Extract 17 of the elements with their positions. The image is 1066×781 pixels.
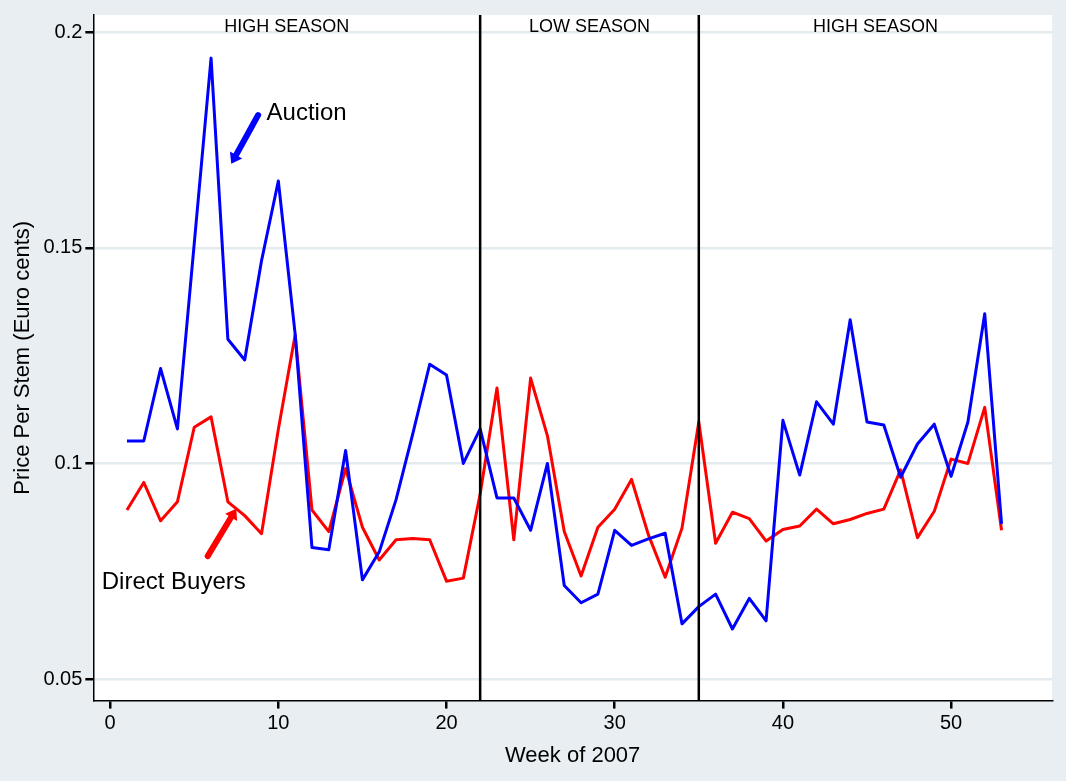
x-tick-label: 0 xyxy=(104,711,116,734)
y-tick-label: 0.1 xyxy=(54,450,83,473)
annotation: HIGH SEASON xyxy=(812,15,938,36)
x-tick-label: 50 xyxy=(939,711,963,734)
x-tick-label: 10 xyxy=(267,711,290,734)
x-tick-label: 20 xyxy=(435,711,458,734)
x-tick-label: 40 xyxy=(771,711,795,734)
y-tick-label: 0.2 xyxy=(54,19,83,42)
x-axis-title: Week of 2007 xyxy=(504,741,641,767)
y-tick-label: 0.15 xyxy=(43,235,83,258)
y-axis-title: Price Per Stem (Euro cents) xyxy=(9,220,35,495)
annotation: HIGH SEASON xyxy=(224,15,350,36)
legend-label: Direct Buyers xyxy=(101,566,246,594)
x-tick-label: 30 xyxy=(603,711,626,734)
annotation: LOW SEASON xyxy=(528,15,650,36)
text: Auction xyxy=(266,97,347,125)
y-tick-label: 0.05 xyxy=(43,666,83,689)
